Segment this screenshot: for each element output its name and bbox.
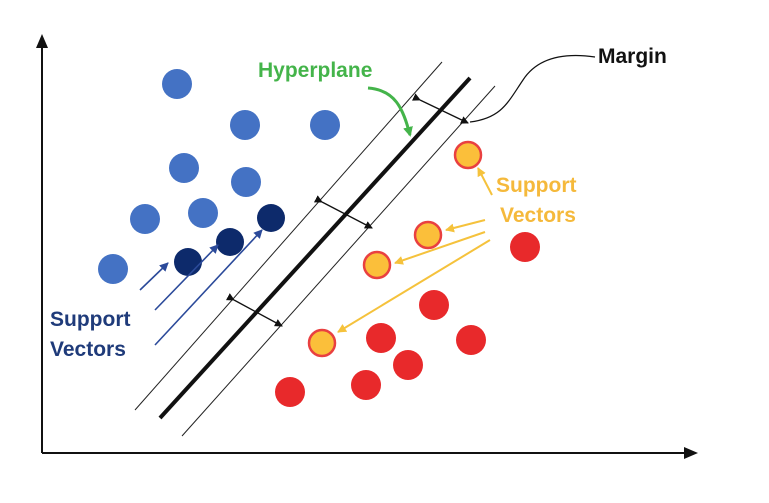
margin-arrow <box>411 93 469 124</box>
data-point-red <box>366 323 396 353</box>
margin-callout-line <box>469 54 596 123</box>
data-point-red <box>510 232 540 262</box>
data-point-blue <box>310 110 340 140</box>
support-vector-yellow <box>307 328 337 358</box>
pointer-arrow-yellow <box>394 231 486 265</box>
pointer-arrow-yellow <box>337 239 491 333</box>
data-point-red <box>275 377 305 407</box>
pointer-arrow-yellow <box>477 167 493 196</box>
support-vector-blue <box>257 204 285 232</box>
data-point-red <box>456 325 486 355</box>
pointer-arrow-yellow <box>445 219 486 233</box>
data-point-blue <box>230 110 260 140</box>
data-point-red <box>419 290 449 320</box>
support-vector-yellow <box>413 220 443 250</box>
margin-arrow <box>225 293 283 327</box>
margin-boundary-upper <box>134 61 443 411</box>
support-vectors-label-left-line1: Support <box>50 308 130 331</box>
data-point-blue <box>231 167 261 197</box>
hyperplane-callout-arrow <box>367 86 413 137</box>
data-point-blue <box>130 204 160 234</box>
margin-boundary-lower <box>181 85 496 437</box>
support-vector-yellow <box>453 140 483 170</box>
data-point-blue <box>169 153 199 183</box>
pointer-arrow-blue <box>154 244 219 311</box>
data-point-red <box>393 350 423 380</box>
data-point-blue <box>98 254 128 284</box>
support-vectors-label-right-line2: Vectors <box>500 204 576 227</box>
hyperplane-label: Hyperplane <box>258 59 372 82</box>
x-axis-arrowhead <box>684 447 698 459</box>
pointer-arrow-blue <box>154 229 263 346</box>
data-point-red <box>351 370 381 400</box>
data-point-blue <box>162 69 192 99</box>
support-vectors-label-left-line2: Vectors <box>50 338 126 361</box>
pointer-arrow-blue <box>139 262 169 291</box>
support-vector-yellow <box>362 250 392 280</box>
data-point-blue <box>188 198 218 228</box>
y-axis-arrowhead <box>36 34 48 48</box>
support-vector-blue <box>216 228 244 256</box>
margin-arrow <box>313 195 373 229</box>
support-vector-blue <box>174 248 202 276</box>
hyperplane-line <box>158 76 472 420</box>
support-vectors-label-right-line1: Support <box>496 174 576 197</box>
margin-label: Margin <box>598 45 667 68</box>
